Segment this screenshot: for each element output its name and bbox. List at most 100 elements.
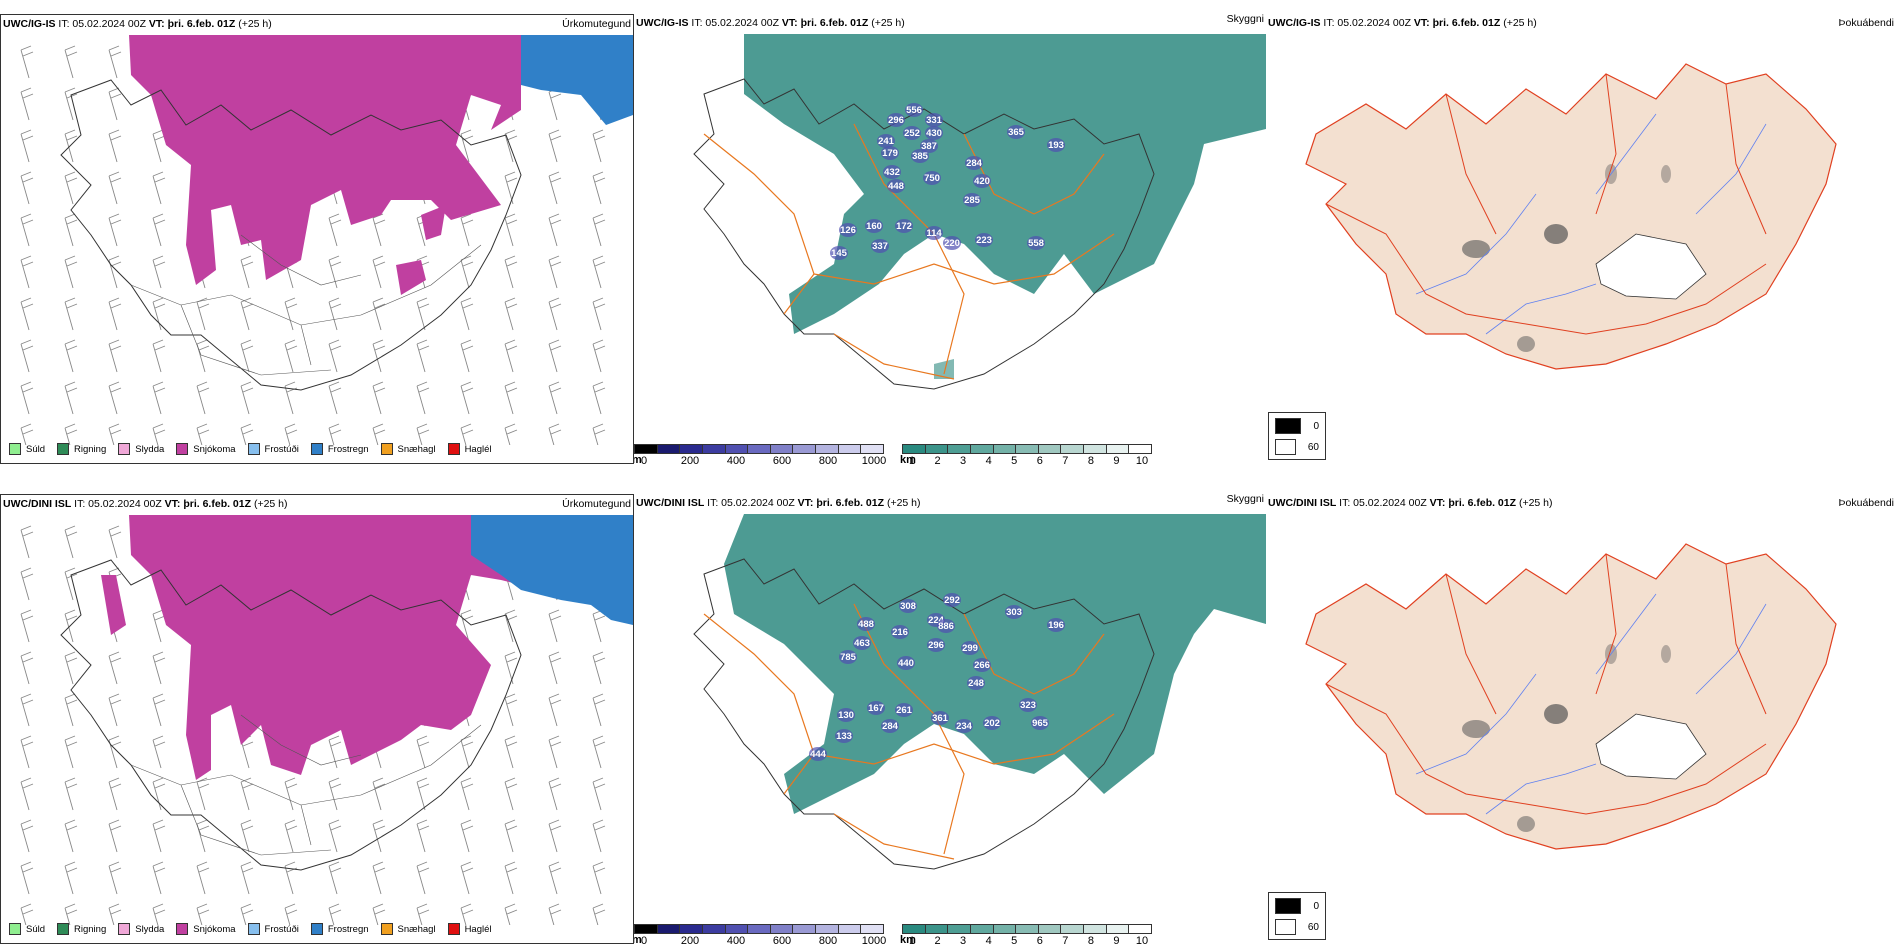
ceiling-value-label: 463 <box>854 638 870 649</box>
wind-barb-icon <box>504 297 518 331</box>
ceiling-value-label: 323 <box>1020 700 1036 711</box>
iceland-land <box>1305 543 1837 850</box>
wind-barb-icon <box>284 297 298 331</box>
wind-barb-icon <box>328 903 342 925</box>
iceland-outline <box>60 559 522 871</box>
colorbar-tick-label: 5 <box>1011 455 1018 464</box>
low-visibility-area <box>934 359 954 379</box>
ceiling-blob <box>911 149 929 163</box>
ceiling-blob <box>1031 716 1049 730</box>
legend-swatch <box>247 443 260 455</box>
wind-barb-icon <box>108 45 122 79</box>
fog-legend-swatch <box>1275 898 1302 914</box>
legend-label: Snjókoma <box>193 443 236 455</box>
wind-barb-icon <box>548 297 562 331</box>
panel-header: UWC/IG-IS IT: 05.02.2024 00Z VT: þri. 6.… <box>636 16 905 30</box>
colorbar-tick-label: 1000 <box>861 935 887 944</box>
wind-barb-icon <box>504 903 518 925</box>
wind-barb-icon <box>152 255 166 289</box>
ceiling-value-label: 114 <box>926 228 942 239</box>
colorbar-unit: km <box>900 934 916 944</box>
colorbar-tick-label: 9 <box>1113 935 1120 944</box>
legend-label: Frostúði <box>264 923 299 935</box>
colorbar-tick-label: 10 <box>1135 935 1149 944</box>
wind-barb-icon <box>240 903 254 925</box>
precip-panel-bottom: UWC/DINI ISL IT: 05.02.2024 00Z VT: þri.… <box>0 494 634 944</box>
colorbar-tick-label: 600 <box>772 935 792 944</box>
valid-time: þri. 6.feb. 01Z <box>1448 497 1517 509</box>
wind-barb-icon <box>504 339 518 373</box>
wind-barb-icon <box>416 819 430 853</box>
panel-header: UWC/IG-IS IT: 05.02.2024 00Z VT: þri. 6.… <box>1268 16 1537 30</box>
wind-barb-icon <box>592 609 606 643</box>
valid-label: VT: <box>781 17 798 29</box>
wind-barb-icon <box>504 609 518 643</box>
ceiling-blob <box>925 113 943 127</box>
rivers <box>1415 593 1767 815</box>
wind-barb-icon <box>592 171 606 205</box>
wind-barb-icon <box>460 297 474 331</box>
wind-barb-icon <box>64 381 78 415</box>
wind-barb-icon <box>64 777 78 811</box>
ceiling-value-label: 202 <box>984 718 1000 729</box>
colorbar-tick-label: 800 <box>818 455 838 464</box>
ceiling-blob <box>963 193 981 207</box>
wind-barb-icon <box>592 339 606 373</box>
colorbar-tick-label: 1000 <box>861 455 887 464</box>
model-name: UWC/DINI ISL <box>1268 497 1337 509</box>
wind-barb-icon <box>108 381 122 415</box>
legend-item: Snjókoma <box>176 923 236 935</box>
wind-barb-icon <box>20 609 34 643</box>
wind-barb-icon <box>460 819 474 853</box>
wind-barb-icon <box>152 339 166 373</box>
roads <box>1325 553 1767 815</box>
ceiling-blob <box>899 599 917 613</box>
ceiling-value-label: 385 <box>912 151 929 162</box>
legend-swatch <box>247 923 260 935</box>
wind-barb-icon <box>372 339 386 373</box>
wind-barb-icon <box>548 693 562 727</box>
legend-label: Frostregn <box>327 923 369 935</box>
colorbar-tick-label: 7 <box>1062 935 1069 944</box>
ceiling-blob <box>853 636 871 650</box>
colorbar-tick-label: 4 <box>985 935 992 944</box>
colorbar-strip <box>634 924 884 934</box>
roads <box>1325 73 1767 335</box>
wind-barb-icon <box>460 339 474 373</box>
model-name: UWC/IG-IS <box>3 18 56 30</box>
colorbar-tick-label: 2 <box>934 455 941 464</box>
wind-barb-icon <box>240 819 254 853</box>
panel-title: Úrkomutegund <box>562 498 631 510</box>
ceiling-value-label: 196 <box>1048 620 1064 631</box>
wind-barb-icon <box>152 735 166 769</box>
wind-barb-icon <box>64 819 78 853</box>
colorbar-tick-label: 2 <box>934 935 941 944</box>
ceiling-blob <box>1047 618 1065 632</box>
legend-label: Frostúði <box>264 443 299 455</box>
wind-barb-icon <box>108 423 122 445</box>
ceiling-panel-top: UWC/IG-IS IT: 05.02.2024 00Z VT: þri. 6.… <box>634 14 1266 464</box>
snow-area <box>129 515 521 780</box>
wind-barb-icon <box>460 255 474 289</box>
legend-swatch <box>118 443 131 455</box>
ceiling-blob <box>887 179 905 193</box>
model-name: UWC/IG-IS <box>636 17 689 29</box>
ceiling-value-label: 448 <box>888 181 904 192</box>
wind-barb-icon <box>548 777 562 811</box>
legend-label: Súld <box>26 923 46 935</box>
colorbar-tick-label: 400 <box>726 455 746 464</box>
wind-barb-icon <box>328 735 342 769</box>
colorbar-unit: m <box>634 934 642 944</box>
valid-time: þri. 6.feb. 01Z <box>800 17 869 29</box>
snow-area <box>129 35 521 285</box>
ceiling-value-label: 179 <box>882 148 898 159</box>
ceiling-value-label: 126 <box>840 225 856 236</box>
legend-item: Haglél <box>447 923 492 935</box>
wind-barb-icon <box>196 777 210 811</box>
wind-barb-icon <box>548 213 562 247</box>
iceland-land <box>1305 63 1837 370</box>
ceiling-blob <box>967 676 985 690</box>
panel-title: Þokuábendi <box>1838 497 1894 509</box>
ceiling-blob <box>857 617 875 631</box>
ceiling-blob <box>883 165 901 179</box>
